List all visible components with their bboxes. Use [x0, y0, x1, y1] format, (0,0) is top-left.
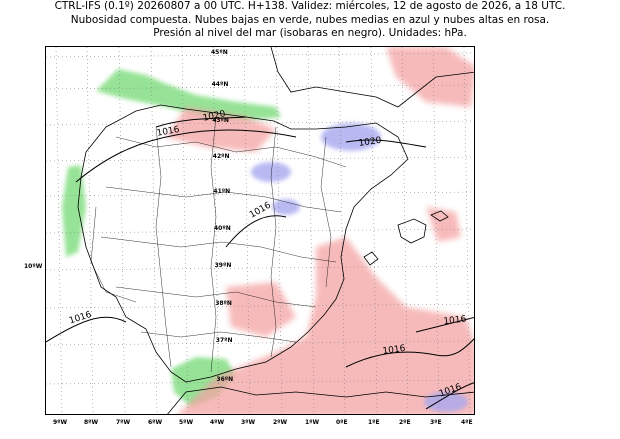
isobar-1016-se: [345, 338, 474, 368]
graticule-meridian: [307, 47, 315, 414]
graticule-meridian: [212, 47, 220, 414]
side-longitude-label: 10ºW: [24, 263, 43, 270]
high-cloud-east: [178, 237, 474, 414]
coastline-africa: [167, 386, 474, 414]
isobar-1016-far-se: [425, 382, 474, 410]
low-cloud-west-coast: [62, 165, 86, 257]
graticule-parallel: [46, 228, 474, 234]
header-line-model: CTRL-IFS (0.1º) 20260807 a 00 UTC. H+138…: [54, 0, 566, 12]
longitude-label: 2ºE: [399, 419, 411, 426]
graticule-meridian: [338, 47, 346, 414]
header-line-legend: Nubosidad compuesta. Nubes bajas en verd…: [70, 13, 550, 26]
longitude-label: 7ºW: [116, 419, 131, 426]
isobar-1016-east: [415, 316, 474, 333]
latitude-label: 39ºN: [214, 262, 232, 269]
isobar-1020-ne: [345, 139, 427, 148]
longitude-label: 2ºW: [273, 419, 288, 426]
high-cloud-center: [226, 282, 296, 337]
low-cloud-south: [171, 357, 236, 407]
longitude-label: 4ºW: [210, 419, 225, 426]
longitude-label: 1ºW: [305, 419, 320, 426]
island-mallorca: [397, 218, 427, 244]
longitude-label: 5ºW: [179, 419, 194, 426]
latitude-label: 41ºN: [213, 188, 231, 195]
isobar-1020-north: [155, 116, 247, 128]
longitude-label: 8ºW: [84, 419, 99, 426]
graticule-meridian: [275, 47, 283, 414]
graticule-meridian: [86, 47, 94, 414]
latitude-label: 45ºN: [211, 49, 228, 56]
mid-cloud-east: [272, 199, 300, 215]
high-cloud-northeast: [386, 47, 474, 107]
graticule-parallel: [46, 191, 474, 197]
graticule-meridian: [150, 47, 158, 414]
isobar-1016-north: [75, 129, 297, 183]
graticule-meridian: [370, 47, 378, 414]
graticule-meridian: [118, 47, 126, 414]
mid-cloud-ne: [321, 123, 381, 151]
province-borders: [90, 116, 347, 373]
graticule-meridian: [432, 47, 440, 414]
latitude-label: 40ºN: [214, 225, 231, 232]
isobar-1016-center: [225, 215, 287, 248]
high-cloud-north: [166, 107, 276, 152]
map-canvas: [46, 47, 474, 414]
longitude-label: 1ºE: [368, 419, 380, 426]
cloud-layer-low: [62, 69, 281, 407]
low-cloud-north-coast: [96, 69, 281, 121]
coastline-france: [270, 47, 474, 108]
map-panel: 45ºN 44ºN 43ºN 42ºN 41ºN 40ºN 39ºN 38ºN 37ºN 36ºN…: [45, 46, 475, 415]
longitude-label: 3ºW: [241, 419, 256, 426]
high-cloud-balearic: [426, 207, 461, 242]
coastline-iberia: [77, 104, 409, 383]
latitude-label: 38ºN: [215, 300, 232, 307]
isobars: [46, 116, 474, 410]
mid-cloud-south: [424, 392, 468, 412]
graticule-meridian: [401, 47, 409, 414]
map-header: CTRL-IFS (0.1º) 20260807 a 00 UTC. H+138…: [0, 0, 620, 41]
latitude-label: 37ºN: [215, 337, 233, 344]
longitude-label: 6ºW: [148, 419, 163, 426]
longitude-label: 9ºW: [53, 419, 68, 426]
graticule-meridian: [463, 47, 471, 414]
header-line-units: Presión al nivel del mar (isobaras en ne…: [153, 27, 467, 39]
latitude-label: 44ºN: [211, 81, 229, 88]
island-menorca: [430, 210, 449, 222]
graticule-meridian: [55, 47, 63, 414]
graticule-parallel: [46, 265, 474, 271]
cloud-layer-high: [166, 47, 474, 414]
isobar-1016-sw: [46, 316, 127, 343]
graticule: [46, 47, 474, 414]
mid-cloud-center: [251, 162, 291, 182]
longitude-label: 4ºE: [461, 419, 473, 426]
latitude-label: 42ºN: [212, 153, 230, 160]
longitude-label: 0ºE: [336, 419, 348, 426]
graticule-meridian: [243, 47, 251, 414]
latitude-label: 36ºN: [216, 376, 234, 383]
latitude-label: 43ºN: [212, 117, 229, 124]
longitude-label: 3ºE: [430, 419, 442, 426]
island-ibiza: [363, 251, 379, 266]
graticule-meridian: [181, 47, 189, 414]
cloud-layer-medium: [251, 123, 468, 412]
